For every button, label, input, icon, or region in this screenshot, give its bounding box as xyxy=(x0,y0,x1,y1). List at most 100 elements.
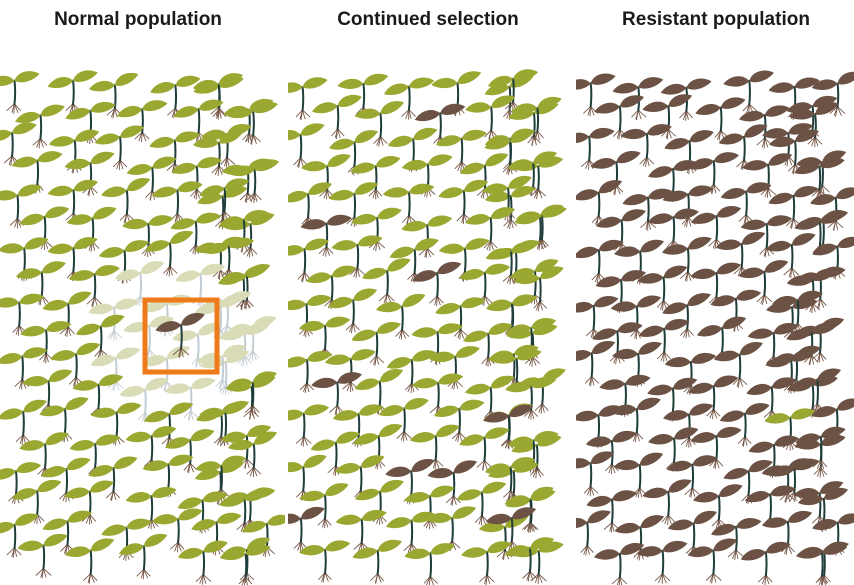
resistant-seedling-icon xyxy=(642,479,692,526)
resistant-seedling-icon xyxy=(747,323,799,367)
susceptible-seedling-icon xyxy=(42,291,92,337)
susceptible-seedling-icon xyxy=(47,237,98,282)
susceptible-seedling-icon xyxy=(465,375,515,421)
resistant-seedling-icon xyxy=(610,295,662,340)
resistant-seedling-icon xyxy=(613,452,664,499)
susceptible-seedling-icon xyxy=(195,455,247,499)
resistant-seedling-icon xyxy=(719,403,770,447)
susceptible-seedling-icon xyxy=(514,266,564,312)
susceptible-seedling-icon xyxy=(0,293,45,336)
susceptible-seedling-icon xyxy=(192,73,244,118)
susceptible-seedling-icon xyxy=(298,316,351,359)
resistant-seedling-icon xyxy=(414,103,466,147)
susceptible-seedling-icon xyxy=(376,293,426,340)
susceptible-seedling-icon xyxy=(0,184,42,229)
susceptible-seedling-icon xyxy=(72,374,124,418)
resistant-seedling-icon xyxy=(718,124,768,171)
susceptible-seedling-icon xyxy=(288,123,325,168)
susceptible-seedling-icon xyxy=(434,399,485,442)
susceptible-seedling-icon xyxy=(332,404,384,448)
susceptible-seedling-icon xyxy=(401,215,453,259)
susceptible-seedling-icon xyxy=(226,371,277,416)
resistant-seedling-icon xyxy=(576,341,616,387)
susceptible-seedling-icon xyxy=(504,486,554,533)
panel-title-selection: Continued selection xyxy=(337,9,519,30)
susceptible-seedling-icon xyxy=(327,288,378,334)
susceptible-seedling-icon xyxy=(199,178,250,222)
susceptible-seedling-icon xyxy=(20,321,72,364)
resistant-seedling-icon xyxy=(586,490,638,533)
susceptible-seedling-icon xyxy=(482,175,532,222)
susceptible-seedling-icon xyxy=(378,398,429,442)
susceptible-seedling-icon xyxy=(118,533,168,580)
susceptible-seedling-icon xyxy=(331,235,383,278)
susceptible-seedling-icon xyxy=(516,206,567,250)
susceptible-seedling-icon xyxy=(144,402,194,448)
resistant-seedling-icon xyxy=(576,239,624,284)
resistant-seedling-icon xyxy=(723,460,773,505)
resistant-seedling-icon xyxy=(620,124,672,168)
susceptible-seedling-icon xyxy=(175,263,226,307)
susceptible-seedling-icon xyxy=(328,182,379,227)
susceptible-seedling-icon xyxy=(177,540,228,585)
resistant-seedling-icon xyxy=(576,73,616,117)
resistant-seedling-icon xyxy=(576,451,615,497)
susceptible-seedling-icon xyxy=(459,427,510,471)
susceptible-seedling-icon xyxy=(288,351,333,394)
susceptible-seedling-icon xyxy=(0,122,37,167)
susceptible-seedling-icon xyxy=(456,481,507,526)
susceptible-seedling-icon xyxy=(228,159,280,203)
susceptible-seedling-icon xyxy=(0,399,47,445)
resistant-seedling-icon xyxy=(768,185,819,229)
resistant-seedling-icon xyxy=(288,506,325,552)
susceptible-seedling-icon xyxy=(64,480,115,525)
susceptible-seedling-icon xyxy=(218,489,270,533)
susceptible-seedling-icon xyxy=(465,95,516,141)
susceptible-seedling-icon xyxy=(194,294,244,340)
susceptible-seedling-icon xyxy=(288,182,332,228)
susceptible-seedling-icon xyxy=(101,518,152,561)
susceptible-seedling-icon xyxy=(11,151,63,194)
resistant-seedling-icon xyxy=(662,293,711,339)
resistant-seedling-icon xyxy=(666,455,718,498)
susceptible-seedling-icon xyxy=(335,455,385,501)
susceptible-seedling-icon xyxy=(310,431,361,476)
resistant-seedling-icon xyxy=(576,180,623,226)
panel-title-resistant: Resistant population xyxy=(622,9,810,30)
resistant-seedling-icon xyxy=(740,541,791,585)
susceptible-seedling-icon xyxy=(152,508,203,553)
resistant-seedling-icon xyxy=(738,260,789,305)
susceptible-seedling-icon xyxy=(64,151,115,197)
resistant-seedling-icon xyxy=(797,487,849,532)
susceptible-seedling-icon xyxy=(94,125,145,171)
susceptible-seedling-icon xyxy=(431,71,482,117)
susceptible-seedling-icon xyxy=(220,263,271,310)
susceptible-seedling-icon xyxy=(218,210,269,253)
susceptible-seedling-icon xyxy=(88,298,140,341)
susceptible-seedling-icon xyxy=(0,513,39,558)
resistant-seedling-icon xyxy=(636,540,688,584)
resistant-seedling-icon xyxy=(412,261,462,307)
resistant-seedling-icon xyxy=(662,185,714,228)
susceptible-seedling-icon xyxy=(12,479,62,525)
susceptible-seedling-icon xyxy=(65,101,116,144)
susceptible-seedling-icon xyxy=(101,177,151,224)
resistant-seedling-icon xyxy=(768,458,820,503)
resistant-seedling-icon xyxy=(810,187,854,231)
susceptible-seedling-icon xyxy=(389,238,439,283)
susceptible-seedling-icon xyxy=(404,543,456,585)
resistant-seedling-icon xyxy=(648,427,699,472)
susceptible-seedling-icon xyxy=(227,101,278,145)
resistant-seedling-icon xyxy=(637,265,688,311)
susceptible-seedling-icon xyxy=(227,431,278,478)
susceptible-seedling-icon xyxy=(0,462,42,505)
susceptible-seedling-icon xyxy=(484,186,536,230)
resistant-seedling-icon xyxy=(715,231,766,278)
resistant-seedling-icon xyxy=(663,403,714,448)
susceptible-seedling-icon xyxy=(485,242,537,285)
resistant-seedling-icon xyxy=(427,460,478,506)
susceptible-seedling-icon xyxy=(335,509,387,553)
susceptible-seedling-icon xyxy=(75,314,125,360)
resistant-seedling-icon xyxy=(769,129,820,175)
susceptible-seedling-icon xyxy=(288,454,327,501)
